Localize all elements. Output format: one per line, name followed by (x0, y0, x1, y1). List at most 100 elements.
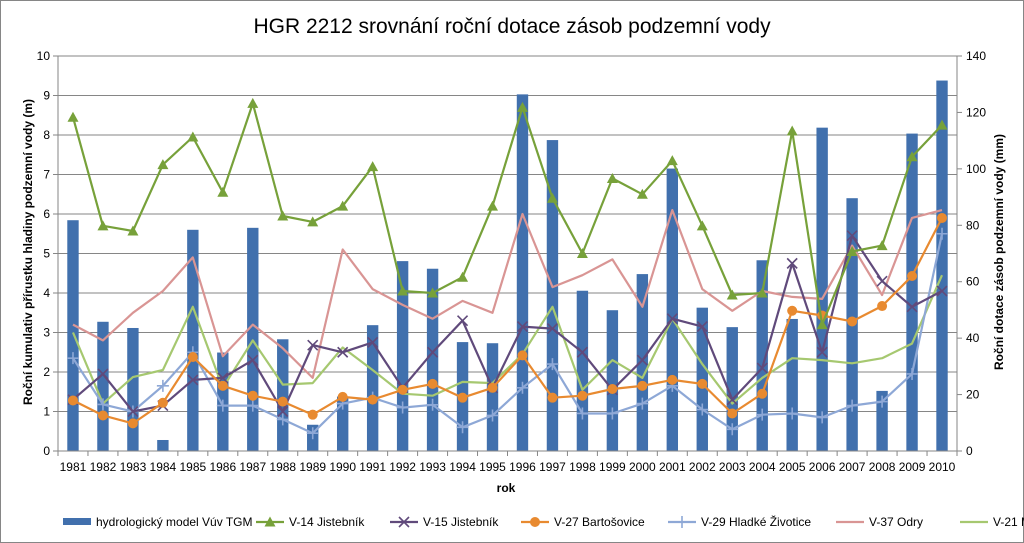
marker-plus (786, 407, 799, 420)
marker-x (97, 368, 109, 380)
marker-triangle (187, 131, 199, 142)
y-tick-left: 5 (43, 247, 50, 261)
marker-circle (187, 351, 198, 362)
y-tick-right: 40 (966, 331, 980, 345)
x-tick-label: 2007 (839, 460, 866, 474)
bar (67, 220, 79, 451)
marker-x (247, 354, 259, 366)
x-tick-label: 1998 (569, 460, 596, 474)
bar (127, 327, 139, 451)
marker-plus (696, 403, 709, 416)
marker-x (398, 516, 410, 528)
marker-plus (816, 411, 829, 424)
bar (277, 339, 289, 451)
x-tick-label: 1987 (239, 460, 266, 474)
marker-triangle (846, 246, 858, 257)
bar (157, 439, 169, 451)
lines (66, 97, 949, 440)
y-tick-left: 9 (43, 89, 50, 103)
legend-item: hydrologický model Vúv TGM (63, 515, 253, 529)
marker-plus (546, 358, 559, 371)
marker-circle (877, 301, 888, 312)
series-V-27 Bartošovice (67, 212, 948, 429)
bar (486, 343, 499, 451)
legend-item: V-27 Bartošovice (521, 515, 645, 529)
marker-triangle (696, 220, 708, 231)
marker-triangle (97, 220, 109, 231)
marker-circle (517, 350, 528, 361)
series-V-14 Jistebník (67, 97, 948, 330)
marker-circle (937, 212, 948, 223)
legend-label: V-21 Mošnov (993, 515, 1024, 529)
marker-plus (676, 516, 688, 528)
marker-circle (337, 391, 348, 402)
bar (576, 290, 589, 451)
marker-x (427, 346, 439, 358)
x-tick-label: 1995 (479, 460, 506, 474)
marker-triangle (636, 188, 648, 199)
series-line (71, 274, 944, 405)
marker-circle (547, 392, 558, 403)
series-line (72, 209, 943, 379)
x-tick-label: 1996 (509, 460, 536, 474)
y-tick-left: 10 (37, 49, 51, 63)
marker-x (846, 230, 858, 242)
marker-triangle (726, 289, 738, 300)
x-tick-label: 2005 (779, 460, 806, 474)
marker-circle (397, 384, 408, 395)
y-tick-right: 0 (966, 444, 973, 458)
y-tick-right: 100 (966, 162, 986, 176)
series-line (71, 102, 943, 326)
marker-x (337, 346, 349, 358)
x-tick-label: 1981 (60, 460, 87, 474)
x-tick-label: 2010 (929, 460, 956, 474)
marker-plus (906, 367, 919, 380)
x-tick-label: 2008 (869, 460, 896, 474)
marker-circle (847, 316, 858, 327)
marker-triangle (277, 210, 289, 221)
y-tick-left: 4 (43, 286, 50, 300)
bar (187, 229, 199, 451)
marker-plus (156, 379, 169, 392)
marker-plus (96, 398, 109, 411)
marker-plus (396, 401, 409, 414)
legend: hydrologický model Vúv TGM V-14 Jistebník… (63, 514, 1024, 529)
marker-plus (216, 399, 229, 412)
marker-plus (276, 413, 289, 426)
x-tick-label: 1985 (179, 460, 206, 474)
marker-x (876, 275, 888, 287)
marker-circle (277, 396, 288, 407)
legend-item: V-14 Jistebník (256, 515, 365, 529)
marker-triangle (67, 111, 79, 122)
marker-triangle (157, 159, 169, 170)
marker-circle (67, 395, 78, 406)
series-line (72, 234, 943, 413)
legend-swatch (63, 518, 91, 525)
marker-plus (726, 423, 739, 436)
legend-item: V-15 Jistebník (390, 515, 499, 529)
bar (336, 396, 349, 451)
marker-triangle (786, 125, 798, 136)
marker-plus (876, 395, 889, 408)
marker-x (546, 322, 559, 335)
legend-label: V-37 Odry (869, 515, 923, 529)
marker-triangle (457, 271, 469, 282)
marker-circle (787, 305, 798, 316)
x-tick-label: 1982 (90, 460, 117, 474)
marker-circle (217, 380, 228, 391)
y-tick-right: 20 (966, 388, 980, 402)
marker-x (786, 257, 798, 269)
marker-triangle (337, 200, 349, 211)
marker-plus (426, 398, 439, 411)
bar (516, 94, 529, 451)
marker-triangle (816, 319, 828, 330)
marker-circle (127, 418, 138, 429)
y-tick-right: 80 (966, 218, 980, 232)
x-tick-label: 1984 (150, 460, 177, 474)
x-axis-title: rok (497, 481, 516, 495)
marker-triangle (606, 172, 618, 183)
y-tick-left: 6 (43, 207, 50, 221)
x-tick-label: 1993 (419, 460, 446, 474)
marker-triangle (217, 186, 229, 197)
